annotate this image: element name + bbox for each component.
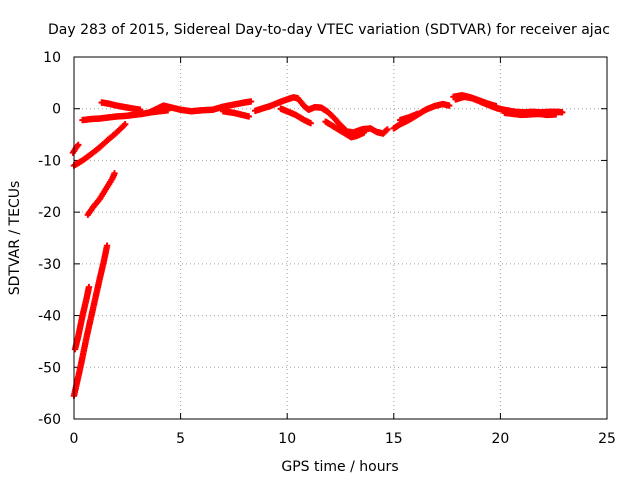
x-tick-label: 25: [598, 431, 616, 447]
data-point: [245, 113, 253, 120]
data-point: [559, 109, 566, 116]
data-point: [307, 119, 314, 127]
data-point: [492, 102, 500, 110]
y-axis-label: SDTVAR / TECUs: [7, 181, 23, 296]
y-tick-label: -10: [38, 153, 61, 169]
plot-area: [69, 92, 566, 399]
data-point: [552, 111, 560, 118]
y-tick-label: -20: [38, 205, 61, 221]
x-axis-label: GPS time / hours: [281, 459, 398, 475]
data-point: [414, 110, 421, 118]
x-tick-label: 0: [70, 431, 79, 447]
x-tick-label: 20: [491, 431, 509, 447]
y-tick-label: 10: [43, 50, 61, 66]
chart-title: Day 283 of 2015, Sidereal Day-to-day VTE…: [48, 22, 610, 38]
data-point: [136, 106, 144, 113]
y-tick-label: -50: [38, 360, 61, 376]
tick-labels: 0 5 10 15 20 25 10 0 -10 -20 -30 -40 -50 -60: [38, 50, 616, 447]
x-tick-label: 15: [385, 431, 403, 447]
y-tick-label: -30: [38, 257, 61, 273]
grid-lines: [74, 57, 607, 419]
data-point: [75, 141, 82, 149]
data-point: [384, 126, 391, 133]
data-point: [121, 121, 129, 128]
data-point: [383, 127, 390, 134]
y-tick-label: -60: [38, 412, 61, 428]
data-point: [446, 102, 453, 109]
series-sdtvar: [69, 92, 566, 399]
plot-frame: [73, 56, 608, 420]
x-tick-label: 5: [176, 431, 185, 447]
data-point: [247, 98, 255, 105]
data-point: [103, 242, 111, 249]
y-tick-label: 0: [52, 102, 61, 118]
data-point: [111, 170, 118, 177]
data-point: [360, 129, 368, 136]
x-tick-label: 10: [278, 431, 296, 447]
data-point: [85, 283, 93, 291]
y-tick-label: -40: [38, 309, 61, 325]
